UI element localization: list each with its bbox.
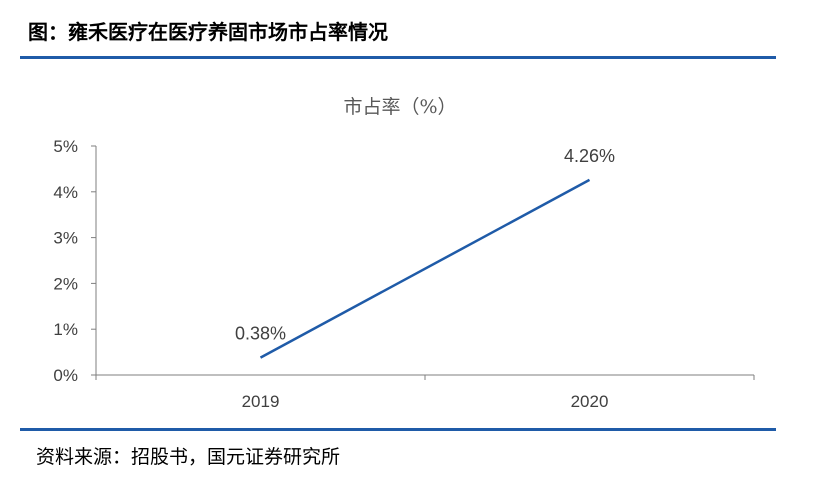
y-tick-label: 5% <box>53 137 78 156</box>
series-line <box>259 178 591 359</box>
x-tick-label: 2019 <box>242 392 280 411</box>
y-tick-label: 0% <box>53 366 78 385</box>
x-tick-label: 2020 <box>571 392 609 411</box>
top-rule <box>20 56 776 59</box>
y-tick-label: 1% <box>53 320 78 339</box>
chart-title: 市占率（%） <box>343 96 456 118</box>
y-tick-label: 3% <box>53 229 78 248</box>
figure-title: 图：雍禾医疗在医疗养固市场市占率情况 <box>28 20 388 44</box>
source-note: 资料来源：招股书，国元证券研究所 <box>36 446 341 468</box>
data-label: 4.26% <box>564 146 615 166</box>
data-label: 0.38% <box>235 324 286 344</box>
bottom-rule <box>20 428 776 431</box>
y-tick-label: 4% <box>53 183 78 202</box>
y-tick-label: 2% <box>53 274 78 293</box>
